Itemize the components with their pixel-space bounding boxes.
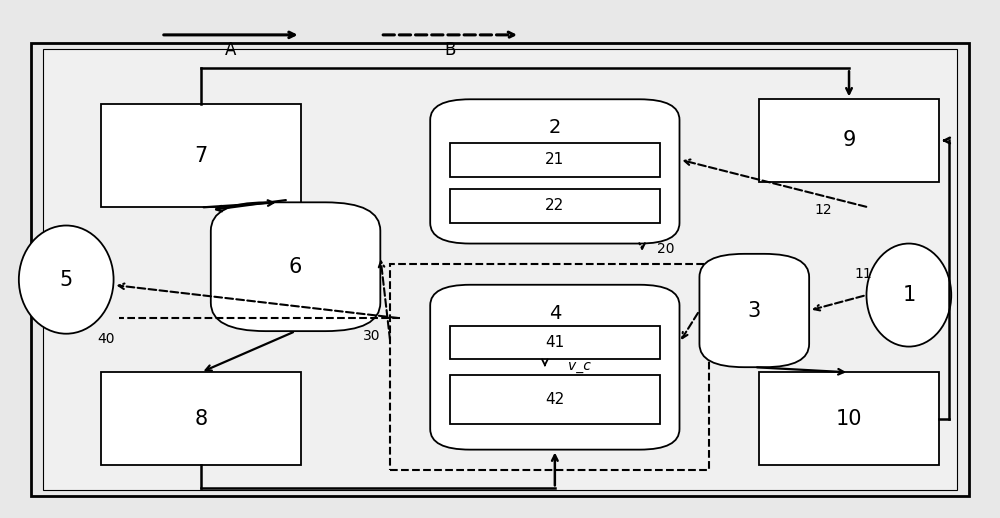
Bar <box>450 143 660 177</box>
Text: 42: 42 <box>545 392 564 407</box>
Ellipse shape <box>19 225 114 334</box>
Text: 8: 8 <box>194 409 207 429</box>
Bar <box>450 326 660 359</box>
Text: 22: 22 <box>545 198 564 213</box>
Bar <box>101 372 301 465</box>
Text: 9: 9 <box>842 131 856 151</box>
Text: 20: 20 <box>657 242 675 256</box>
FancyBboxPatch shape <box>211 203 380 331</box>
Text: 30: 30 <box>363 329 380 343</box>
Text: 5: 5 <box>60 269 73 290</box>
Text: 12: 12 <box>814 203 832 217</box>
Text: 4: 4 <box>549 304 561 323</box>
Text: 41: 41 <box>545 335 564 350</box>
Text: v_c: v_c <box>568 359 591 373</box>
Bar <box>759 372 939 465</box>
Bar <box>390 264 709 470</box>
Text: 21: 21 <box>545 152 564 167</box>
Bar <box>759 99 939 182</box>
Bar <box>450 190 660 223</box>
Text: A: A <box>225 41 236 60</box>
Text: 10: 10 <box>836 409 862 429</box>
Bar <box>101 105 301 208</box>
Text: 6: 6 <box>289 257 302 277</box>
Text: 3: 3 <box>748 300 761 321</box>
Text: B: B <box>444 41 456 60</box>
Text: 40: 40 <box>97 332 115 346</box>
Bar <box>31 42 969 496</box>
Bar <box>450 375 660 424</box>
Bar <box>43 49 957 490</box>
Text: 1: 1 <box>902 285 915 305</box>
FancyBboxPatch shape <box>430 99 679 243</box>
Text: 11: 11 <box>854 267 872 281</box>
Text: 7: 7 <box>194 146 207 166</box>
Ellipse shape <box>866 243 951 347</box>
Text: 2: 2 <box>549 118 561 137</box>
FancyBboxPatch shape <box>430 285 679 450</box>
FancyBboxPatch shape <box>699 254 809 367</box>
